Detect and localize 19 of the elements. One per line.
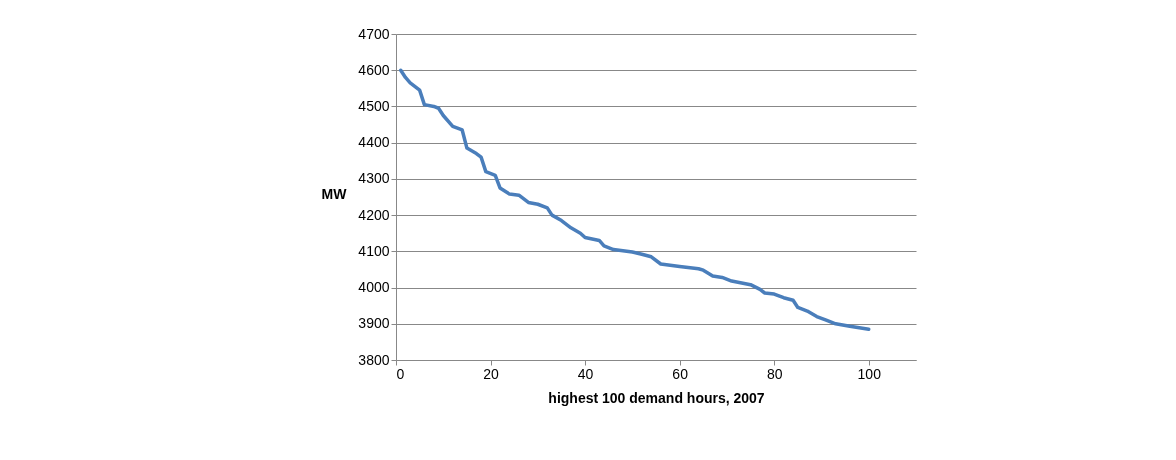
y-tick-label: 4600 — [358, 61, 390, 78]
x-tick-label: 20 — [483, 365, 500, 382]
x-tick-label: 100 — [857, 365, 882, 382]
y-tick-label: 3800 — [358, 351, 390, 368]
y-tick-label: 4500 — [358, 97, 390, 114]
y-axis-title: MW — [321, 185, 348, 202]
y-tick-label: 4700 — [358, 25, 390, 42]
y-tick-label: 3900 — [358, 315, 390, 332]
y-tick-label: 4100 — [358, 242, 390, 259]
x-axis-title: highest 100 demand hours, 2007 — [548, 389, 765, 406]
y-tick-label: 4400 — [358, 134, 390, 151]
x-tick-label: 80 — [766, 365, 783, 382]
x-tick-label: 0 — [396, 365, 405, 382]
y-tick-label: 4300 — [358, 170, 390, 187]
y-tick-label: 4200 — [358, 206, 390, 223]
x-tick-label: 60 — [672, 365, 689, 382]
line-series — [398, 68, 871, 331]
x-tick-label: 40 — [577, 365, 594, 382]
y-tick-label: 4000 — [358, 279, 390, 296]
